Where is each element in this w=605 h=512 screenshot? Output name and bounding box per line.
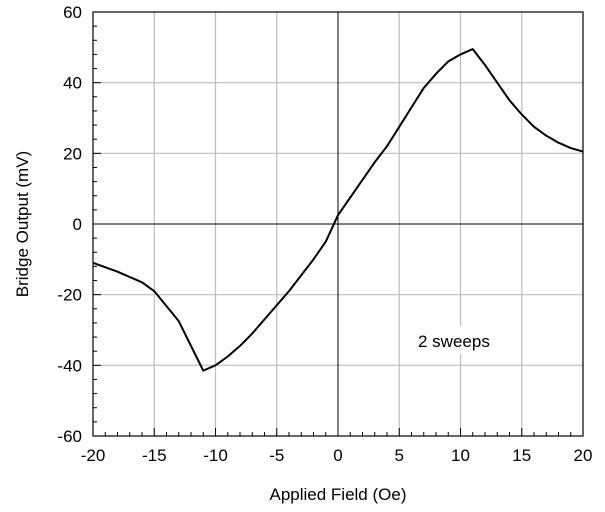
annotation-background: [405, 326, 515, 354]
y-tick-label: 0: [73, 215, 82, 234]
series-layer: [92, 48, 584, 372]
annotation-label: 2 sweeps: [418, 332, 490, 351]
y-tick-label: 20: [63, 144, 82, 163]
y-tick-label: -40: [57, 356, 82, 375]
plot-frame: [92, 11, 584, 437]
x-tick-label: -15: [142, 446, 167, 465]
x-tick-label: -10: [203, 446, 228, 465]
x-tick-label: 10: [451, 446, 470, 465]
x-axis-label: Applied Field (Oe): [269, 485, 406, 504]
y-tick-label: 40: [63, 74, 82, 93]
x-tick-label: 5: [395, 446, 404, 465]
x-tick-label: 0: [333, 446, 342, 465]
x-tick-label: 15: [512, 446, 531, 465]
x-tick-label: -5: [269, 446, 284, 465]
zero-lines: [93, 12, 583, 436]
y-tick-label: -60: [57, 427, 82, 446]
x-tick-label: 20: [574, 446, 593, 465]
x-tick-labels: -20 -15 -10 -5 0 5 10 15 20: [81, 446, 593, 465]
y-tick-label: 60: [63, 3, 82, 22]
x-tick-label: -20: [81, 446, 106, 465]
y-tick-label: -20: [57, 286, 82, 305]
series-line: [92, 48, 584, 372]
y-tick-labels: -60 -40 -20 0 20 40 60: [57, 3, 82, 446]
y-axis-label: Bridge Output (mV): [13, 151, 32, 297]
